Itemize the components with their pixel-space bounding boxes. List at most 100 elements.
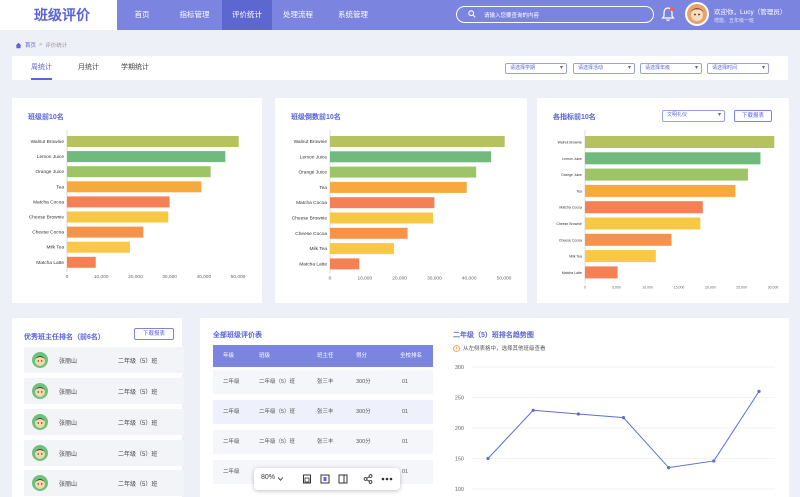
bar bbox=[330, 136, 505, 147]
trend-hint: 从左侧表格中，选择其他班级查看 bbox=[453, 344, 546, 352]
card-class-table: 全部班级评价表 年级 班级 班主任 得分 全校排名 二年级 二年级（5）班 张三丰 3… bbox=[200, 318, 789, 497]
card-teacher-ranking: 优秀班主任排名（前6名） 下载报表 张丽山 二年级（5）班 张丽山 二年级（5）班 张丽… bbox=[12, 318, 184, 497]
bar bbox=[330, 166, 477, 178]
avatar-icon bbox=[687, 4, 707, 24]
teacher-ranking-title: 优秀班主任排名（前6名） bbox=[24, 334, 105, 341]
breadcrumb-current: 评价统计 bbox=[45, 43, 68, 49]
teacher-class: 二年级（5）班 bbox=[118, 390, 158, 396]
category-label: Lemon Juice bbox=[300, 154, 328, 160]
bar bbox=[585, 152, 761, 165]
download-report-button[interactable]: 下载报表 bbox=[734, 110, 772, 122]
bar bbox=[330, 181, 467, 193]
chevron-down-icon[interactable] bbox=[278, 477, 283, 481]
teacher-avatar-icon bbox=[32, 352, 48, 368]
bar bbox=[67, 151, 226, 163]
cell-teacher: 张三丰 bbox=[317, 409, 334, 415]
user-greeting[interactable]: 欢迎你，Lucy（管理员） bbox=[714, 9, 787, 16]
bar bbox=[67, 196, 170, 208]
y-tick-label: 250 bbox=[455, 396, 464, 402]
select-time[interactable]: 请选择时间 bbox=[707, 63, 769, 74]
nav-process[interactable]: 处理流程 bbox=[283, 10, 313, 19]
app-logo[interactable]: 班级评价 bbox=[0, 0, 117, 30]
search-input[interactable]: 请输入您要查询的内容 bbox=[484, 13, 540, 19]
zoom-level[interactable]: 80% bbox=[261, 474, 276, 481]
select-semester[interactable]: 请选择学期 bbox=[505, 63, 567, 74]
cell-teacher: 张三丰 bbox=[317, 439, 334, 445]
trend-line-chart: 100 150 200 250 300 bbox=[455, 365, 775, 493]
table-row[interactable]: 二年级 二年级（5）班 张三丰 300分 01 bbox=[213, 430, 433, 454]
fit-page-icon[interactable] bbox=[302, 474, 312, 484]
table-row[interactable]: 二年级 二年级（5）班 张三丰 300分 01 bbox=[213, 400, 433, 424]
trend-point bbox=[531, 408, 535, 412]
category-label: Walnut Brownie bbox=[558, 141, 582, 145]
cell-grade: 二年级 bbox=[223, 469, 240, 475]
teacher-row[interactable]: 张丽山 二年级（5）班 bbox=[24, 440, 184, 466]
category-label: Orange Juice bbox=[561, 173, 582, 177]
tab-week[interactable]: 周统计 bbox=[31, 56, 52, 80]
x-tick-label: 40,000 bbox=[462, 276, 477, 282]
teacher-name: 张丽山 bbox=[59, 390, 78, 396]
indicator-select[interactable]: 文明礼仪 bbox=[662, 110, 725, 122]
y-tick-label: 300 bbox=[455, 365, 464, 371]
nav-indicators[interactable]: 指标管理 bbox=[179, 10, 210, 19]
category-label: Milk Tea bbox=[46, 245, 64, 251]
table-row[interactable]: 二年级 二年级（5）班 张三丰 300分 01 bbox=[213, 370, 433, 394]
more-icon[interactable] bbox=[381, 477, 393, 481]
table-header: 年级 班级 班主任 得分 全校排名 bbox=[213, 345, 433, 367]
share-icon[interactable] bbox=[363, 474, 373, 484]
notification-button[interactable] bbox=[661, 6, 675, 22]
cell-grade: 二年级 bbox=[223, 439, 240, 445]
card-top10: 班级前10名 Walnut Brownie Lemon Juice Orange J… bbox=[12, 98, 262, 303]
category-label: Matcha Latte bbox=[36, 260, 64, 266]
x-tick-label: 30,000 bbox=[162, 274, 177, 280]
tab-month[interactable]: 月统计 bbox=[78, 64, 99, 71]
bar bbox=[67, 241, 130, 253]
filter-bar: 周统计 月统计 学期统计 请选择学期 请选择活动 请选择年级 请选择时间 bbox=[12, 56, 788, 80]
single-page-icon[interactable] bbox=[320, 474, 330, 484]
teacher-row[interactable]: 张丽山 二年级（5）班 bbox=[24, 409, 184, 435]
search-box[interactable]: 请输入您要查询的内容 bbox=[456, 6, 654, 23]
bar bbox=[330, 212, 434, 224]
teacher-avatar-icon bbox=[32, 414, 48, 430]
top-header: 班级评价 首页 指标管理 评价统计 处理流程 系统管理 请输入您要查询的内容 欢… bbox=[0, 0, 800, 30]
cell-teacher: 张三丰 bbox=[317, 379, 334, 385]
category-label: Orange Juice bbox=[35, 169, 64, 175]
tab-semester[interactable]: 学期统计 bbox=[121, 64, 149, 71]
category-label: Cheese Cocoa bbox=[32, 230, 64, 236]
nav-system[interactable]: 系统管理 bbox=[338, 10, 368, 19]
cell-rank: 01 bbox=[402, 469, 409, 475]
cell-rank: 01 bbox=[402, 379, 409, 385]
cell-grade: 二年级 bbox=[223, 409, 240, 415]
category-label: Cheese Cocoa bbox=[559, 238, 582, 242]
teacher-avatar-icon bbox=[32, 383, 48, 399]
x-tick-label: 40,000 bbox=[196, 274, 211, 280]
x-tick-label: 50,000 bbox=[497, 276, 512, 282]
teacher-row[interactable]: 张丽山 二年级（5）班 bbox=[24, 378, 184, 404]
bar bbox=[585, 217, 701, 230]
bar bbox=[67, 166, 211, 178]
sidebar-toggle-icon[interactable] bbox=[338, 474, 348, 484]
nav-statistics[interactable]: 评价统计 bbox=[222, 0, 272, 30]
bar bbox=[330, 197, 435, 209]
col-grade: 年级 bbox=[223, 353, 235, 359]
teacher-name: 张丽山 bbox=[59, 421, 78, 427]
teacher-download-button[interactable]: 下载报表 bbox=[134, 328, 174, 340]
nav-home[interactable]: 首页 bbox=[134, 10, 150, 19]
bar bbox=[585, 168, 748, 181]
notification-dot bbox=[670, 7, 674, 11]
breadcrumb-home[interactable]: 首页 bbox=[25, 43, 37, 49]
user-role: 增能、五年级一班 bbox=[714, 18, 755, 24]
category-label: Walnut Brownie bbox=[31, 139, 65, 145]
cell-class: 二年级（5）班 bbox=[259, 379, 296, 385]
teacher-row[interactable]: 张丽山 二年级（5）班 bbox=[24, 470, 184, 496]
user-avatar[interactable] bbox=[685, 2, 709, 26]
bar bbox=[67, 136, 239, 147]
bar bbox=[67, 226, 144, 238]
teacher-class: 二年级（5）班 bbox=[118, 452, 158, 458]
teacher-row[interactable]: 张丽山 二年级（5）班 bbox=[24, 347, 184, 373]
indicator-bar-chart: Walnut Brownie Lemon Juice Orange Juice Tea… bbox=[556, 130, 778, 290]
select-activity[interactable]: 请选择活动 bbox=[573, 63, 635, 74]
category-label: Matcha Cocoa bbox=[559, 206, 582, 210]
select-grade[interactable]: 请选择年级 bbox=[640, 63, 702, 74]
x-tick-label: 15,000 bbox=[674, 286, 685, 290]
